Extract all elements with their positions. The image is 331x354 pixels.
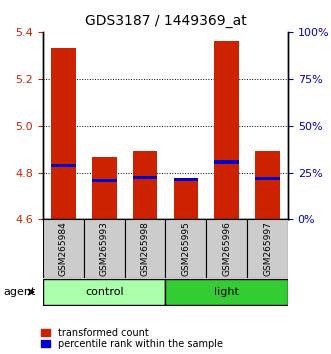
Text: light: light: [214, 287, 239, 297]
Text: GSM265993: GSM265993: [100, 221, 109, 276]
Text: GSM265995: GSM265995: [181, 221, 190, 276]
Bar: [247, 219, 288, 278]
Text: GSM265997: GSM265997: [263, 221, 272, 276]
Bar: [166, 279, 288, 305]
Bar: [214, 41, 239, 219]
Bar: [51, 48, 76, 219]
Bar: [92, 157, 117, 219]
Bar: [125, 219, 166, 278]
Bar: [255, 177, 280, 180]
Text: agent: agent: [3, 287, 36, 297]
Bar: [51, 164, 76, 167]
Bar: [174, 178, 198, 219]
Text: GSM265984: GSM265984: [59, 221, 68, 276]
Bar: [174, 178, 198, 181]
Text: control: control: [85, 287, 123, 297]
Bar: [166, 219, 206, 278]
Title: GDS3187 / 1449369_at: GDS3187 / 1449369_at: [85, 14, 246, 28]
Text: GSM265996: GSM265996: [222, 221, 231, 276]
Bar: [133, 152, 157, 219]
Bar: [255, 152, 280, 219]
Bar: [84, 219, 125, 278]
Bar: [43, 279, 166, 305]
Text: GSM265998: GSM265998: [141, 221, 150, 276]
Bar: [133, 176, 157, 179]
Bar: [214, 160, 239, 164]
Legend: transformed count, percentile rank within the sample: transformed count, percentile rank withi…: [41, 328, 223, 349]
Bar: [206, 219, 247, 278]
Bar: [43, 219, 84, 278]
Bar: [92, 179, 117, 182]
